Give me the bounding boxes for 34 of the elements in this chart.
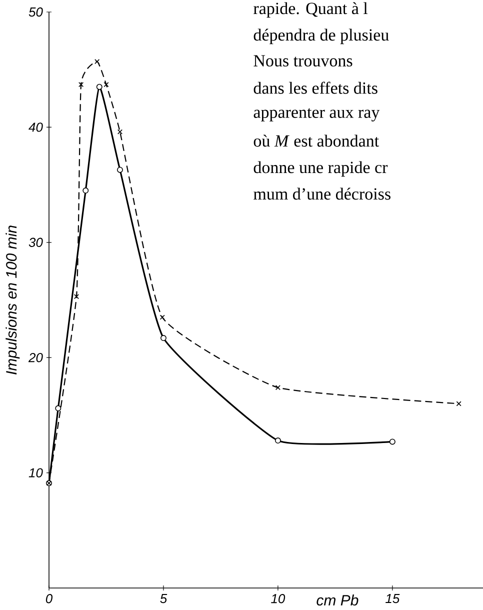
annotation: Nous trouvons: [254, 55, 352, 66]
point: [94, 59, 100, 64]
y-tick-label: 50: [28, 7, 43, 17]
point: [456, 401, 462, 406]
point: [117, 129, 122, 134]
annotation: apparenter aux ray: [254, 108, 380, 122]
x-tick-label: 5: [160, 594, 168, 604]
point: [74, 294, 79, 300]
annotation: donne une rapide cr: [254, 161, 388, 177]
annotation: où M est abondant: [254, 134, 379, 147]
point: [275, 385, 280, 390]
annotation: rapide. Quant à l: [254, 2, 368, 18]
x-tick-label: 10: [271, 594, 286, 604]
point: [389, 438, 396, 445]
x-tick-label: 0: [46, 594, 53, 604]
y-tick-label: 40: [28, 122, 43, 132]
point: [82, 188, 89, 194]
annotation: mum d’une décroiss: [254, 188, 390, 200]
point: [116, 166, 123, 173]
point: [104, 82, 109, 88]
y-axis-title: Impulsions en 100 min: [6, 226, 20, 374]
point: [160, 314, 165, 320]
annotation: dans les effets dits: [254, 82, 378, 94]
y-tick-label: 20: [28, 352, 43, 362]
x-axis-title: cm Pb: [316, 594, 358, 606]
point: [96, 84, 102, 90]
point: [274, 438, 281, 444]
annotation: dépendra de plusieu: [254, 28, 389, 44]
y-tick-label: 10: [28, 468, 43, 478]
y-tick-label: 30: [28, 238, 43, 247]
point: [78, 82, 84, 88]
point: [55, 405, 62, 412]
point: [160, 335, 166, 342]
x-tick-label: 15: [386, 594, 400, 604]
